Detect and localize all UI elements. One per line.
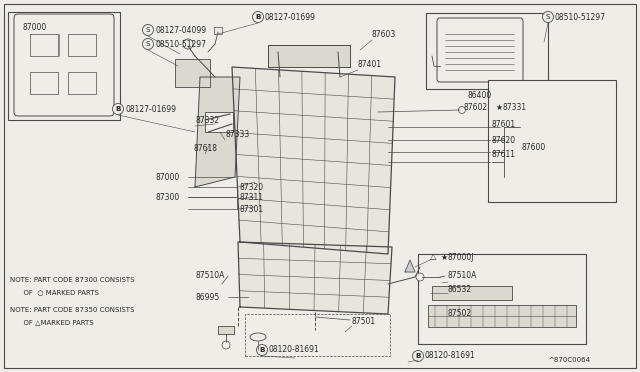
Text: S: S [146,41,150,47]
Text: OF △MARKED PARTS: OF △MARKED PARTS [10,319,93,325]
Bar [68,72,96,94]
Text: 86400: 86400 [468,90,492,99]
Bar [30,34,58,56]
Text: 87620: 87620 [492,135,516,144]
Text: 08510-51297: 08510-51297 [555,13,606,22]
Text: 08510-51297: 08510-51297 [155,39,206,48]
Text: 87602: 87602 [464,103,488,112]
Text: S: S [146,27,150,33]
Text: 87333: 87333 [225,129,249,138]
Text: 87601: 87601 [492,119,516,128]
Circle shape [143,25,154,35]
Text: 87332: 87332 [195,115,219,125]
Polygon shape [238,242,392,314]
Bar [68,34,96,56]
Text: 86995: 86995 [195,292,220,301]
Text: B: B [259,347,265,353]
Bar [432,286,512,300]
Text: 87611: 87611 [492,150,516,158]
Text: 87000J: 87000J [448,253,474,262]
Text: 08120-81691: 08120-81691 [425,352,476,360]
Text: 87320: 87320 [240,183,264,192]
Text: 86532: 86532 [448,285,472,295]
Text: 87501: 87501 [352,317,376,327]
Bar [214,27,222,34]
Text: 08127-01699: 08127-01699 [265,13,316,22]
Bar [205,112,233,132]
Bar [428,305,576,327]
Text: S: S [546,14,550,20]
Text: OF  ○ MARKED PARTS: OF ○ MARKED PARTS [10,289,99,295]
Bar [8,12,120,120]
Text: 87510A: 87510A [448,272,477,280]
FancyBboxPatch shape [14,14,114,116]
Text: B: B [115,106,121,112]
Circle shape [458,106,465,113]
Text: 87401: 87401 [358,60,382,68]
Bar [218,326,234,334]
Circle shape [113,103,124,115]
Circle shape [143,38,154,49]
Bar [418,254,586,344]
Text: ^870C0064: ^870C0064 [548,357,590,363]
Circle shape [253,12,264,22]
Polygon shape [232,67,395,254]
Text: 87600: 87600 [522,142,547,151]
Bar [488,80,616,202]
Text: 87618: 87618 [193,144,217,153]
Circle shape [543,12,554,22]
Text: 87311: 87311 [240,192,264,202]
Text: 87000: 87000 [155,173,179,182]
Bar [426,13,548,89]
Circle shape [183,39,193,49]
Text: 87000: 87000 [22,22,46,32]
Circle shape [257,344,268,356]
Polygon shape [405,260,415,272]
Circle shape [222,341,230,349]
Text: 87510A: 87510A [195,272,225,280]
Text: 87300: 87300 [155,192,179,202]
FancyBboxPatch shape [437,18,523,82]
Text: B: B [415,353,420,359]
Circle shape [416,273,424,281]
Text: 08127-04099: 08127-04099 [155,26,206,35]
Text: 08120-81691: 08120-81691 [269,346,320,355]
Polygon shape [195,77,240,187]
Text: 87603: 87603 [372,29,396,38]
Text: △: △ [430,253,436,262]
Bar [175,59,210,87]
Bar [30,72,58,94]
Text: ★: ★ [440,253,447,262]
Ellipse shape [250,333,266,341]
Text: 87331: 87331 [503,103,527,112]
Text: 08127-01699: 08127-01699 [125,105,176,113]
Text: NOTE: PART CODE 87350 CONSISTS: NOTE: PART CODE 87350 CONSISTS [10,307,134,313]
Bar [268,45,350,67]
Text: 87502: 87502 [448,310,472,318]
Text: NOTE: PART CODE 87300 CONSISTS: NOTE: PART CODE 87300 CONSISTS [10,277,134,283]
Text: ★: ★ [495,103,502,112]
Text: B: B [255,14,260,20]
Text: 87301: 87301 [240,205,264,214]
Circle shape [413,350,424,362]
